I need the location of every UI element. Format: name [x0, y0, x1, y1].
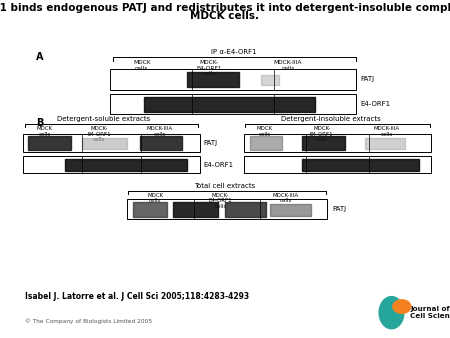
Bar: [23, 156, 200, 173]
Text: MDCK
cells: MDCK cells: [37, 126, 53, 137]
Text: MDCK
cells: MDCK cells: [133, 60, 151, 71]
Text: MDCK-IIIA
cells: MDCK-IIIA cells: [274, 60, 302, 71]
Text: E4-ORF1: E4-ORF1: [204, 162, 234, 168]
Text: MDCK-
E4-ORF1
cells: MDCK- E4-ORF1 cells: [209, 193, 232, 209]
Bar: [23, 134, 200, 152]
Bar: [173, 202, 218, 217]
Bar: [302, 159, 418, 171]
Bar: [187, 72, 239, 87]
Text: MDCK-
E4-ORF1
cells: MDCK- E4-ORF1 cells: [87, 126, 111, 142]
Circle shape: [393, 300, 411, 313]
Text: MDCK-
E4-ORF1
cells: MDCK- E4-ORF1 cells: [197, 60, 222, 76]
Bar: [302, 136, 345, 150]
Text: MDCK-IIIA
cells: MDCK-IIIA cells: [273, 193, 299, 203]
Text: Detergent-insoluble extracts: Detergent-insoluble extracts: [281, 116, 381, 122]
Bar: [250, 136, 282, 150]
Text: Journal of
Cell Science: Journal of Cell Science: [410, 306, 450, 319]
Text: MDCK
cells: MDCK cells: [256, 126, 273, 137]
Text: MDCK
cells: MDCK cells: [147, 193, 163, 203]
Text: PATJ: PATJ: [360, 76, 374, 82]
Ellipse shape: [379, 297, 404, 329]
Text: © The Company of Biologists Limited 2005: © The Company of Biologists Limited 2005: [25, 319, 152, 324]
Bar: [364, 138, 405, 149]
Text: A: A: [36, 52, 44, 63]
Text: Isabel J. Latorre et al. J Cell Sci 2005;118:4283-4293: Isabel J. Latorre et al. J Cell Sci 2005…: [25, 292, 249, 301]
Bar: [225, 202, 266, 217]
Bar: [110, 69, 356, 90]
Text: PATJ: PATJ: [332, 206, 346, 212]
Text: IP α-E4-ORF1: IP α-E4-ORF1: [211, 49, 257, 55]
Bar: [28, 136, 71, 150]
Bar: [65, 159, 187, 171]
Text: MDCK-IIIA
cells: MDCK-IIIA cells: [147, 126, 173, 137]
Text: MDCK-
E4-ORF1
cells: MDCK- E4-ORF1 cells: [310, 126, 333, 142]
Bar: [244, 156, 431, 173]
Bar: [244, 134, 431, 152]
Bar: [270, 204, 310, 216]
Text: MDCK-IIIA
cells: MDCK-IIIA cells: [374, 126, 400, 137]
Text: Detergent-soluble extracts: Detergent-soluble extracts: [57, 116, 150, 122]
Text: PATJ: PATJ: [204, 140, 218, 146]
Text: E4-ORF1: E4-ORF1: [360, 101, 390, 107]
Bar: [110, 94, 356, 114]
Bar: [127, 199, 327, 219]
Bar: [144, 97, 315, 112]
Bar: [82, 138, 127, 149]
Bar: [133, 202, 166, 217]
Text: MDCK cells.: MDCK cells.: [190, 11, 260, 22]
Bar: [140, 136, 182, 150]
Text: E4-ORF1 binds endogenous PATJ and redistributes it into detergent-insoluble comp: E4-ORF1 binds endogenous PATJ and redist…: [0, 3, 450, 14]
Bar: [261, 75, 279, 85]
Text: B: B: [36, 118, 43, 128]
Text: Total cell extracts: Total cell extracts: [194, 183, 256, 189]
